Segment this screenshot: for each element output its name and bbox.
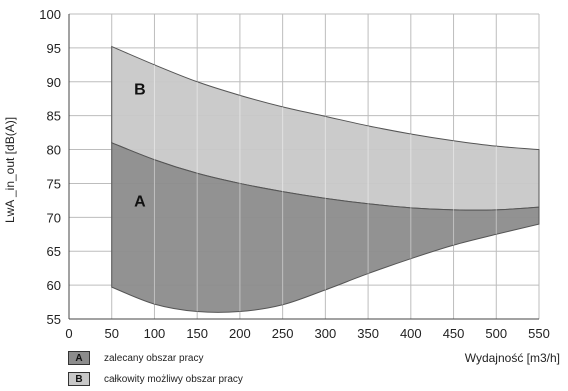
x-tick-label: 500	[485, 326, 507, 341]
x-tick-label: 450	[443, 326, 465, 341]
legend-item-b: B całkowity możliwy obszar pracy	[68, 370, 243, 388]
y-tick-label: 70	[47, 210, 61, 225]
y-axis-label: LwA _in_out [dB(A)]	[3, 117, 17, 223]
areas	[111, 45, 540, 313]
y-tick-label: 75	[47, 176, 61, 191]
y-tick-label: 65	[47, 244, 61, 259]
axes	[68, 14, 539, 320]
legend: A zalecany obszar pracy B całkowity możl…	[68, 349, 243, 391]
y-tick-label: 55	[47, 312, 61, 327]
x-tick-label: 150	[186, 326, 208, 341]
x-tick-label: 0	[65, 326, 72, 341]
region-label-a: A	[134, 193, 146, 210]
y-tick-label: 90	[47, 75, 61, 90]
area-a	[111, 142, 540, 313]
x-tick-label: 300	[315, 326, 337, 341]
legend-item-a: A zalecany obszar pracy	[68, 349, 243, 367]
x-tick-label: 400	[400, 326, 422, 341]
x-tick-label: 550	[528, 326, 550, 341]
x-tick-label: 100	[144, 326, 166, 341]
legend-label-b: całkowity możliwy obszar pracy	[104, 373, 243, 385]
y-tick-label: 60	[47, 278, 61, 293]
x-tick-label: 350	[357, 326, 379, 341]
x-axis-label: Wydajność [m3/h]	[465, 351, 560, 365]
y-tick-label: 80	[47, 143, 61, 158]
x-tick-label: 50	[104, 326, 118, 341]
region-labels: BA	[134, 82, 146, 211]
region-label-b: B	[134, 82, 146, 99]
legend-swatch-b: B	[68, 372, 90, 386]
x-tick-label: 250	[272, 326, 294, 341]
y-tick-label: 100	[39, 7, 61, 22]
y-tick-label: 95	[47, 41, 61, 56]
x-tick-label: 200	[229, 326, 251, 341]
legend-label-a: zalecany obszar pracy	[104, 352, 204, 364]
ticks: 55 60 65 70 75 80 85 90 95 100 0 50 100 150 200 250 300 3…	[39, 7, 550, 341]
y-tick-label: 85	[47, 109, 61, 124]
legend-swatch-a: A	[68, 351, 90, 365]
